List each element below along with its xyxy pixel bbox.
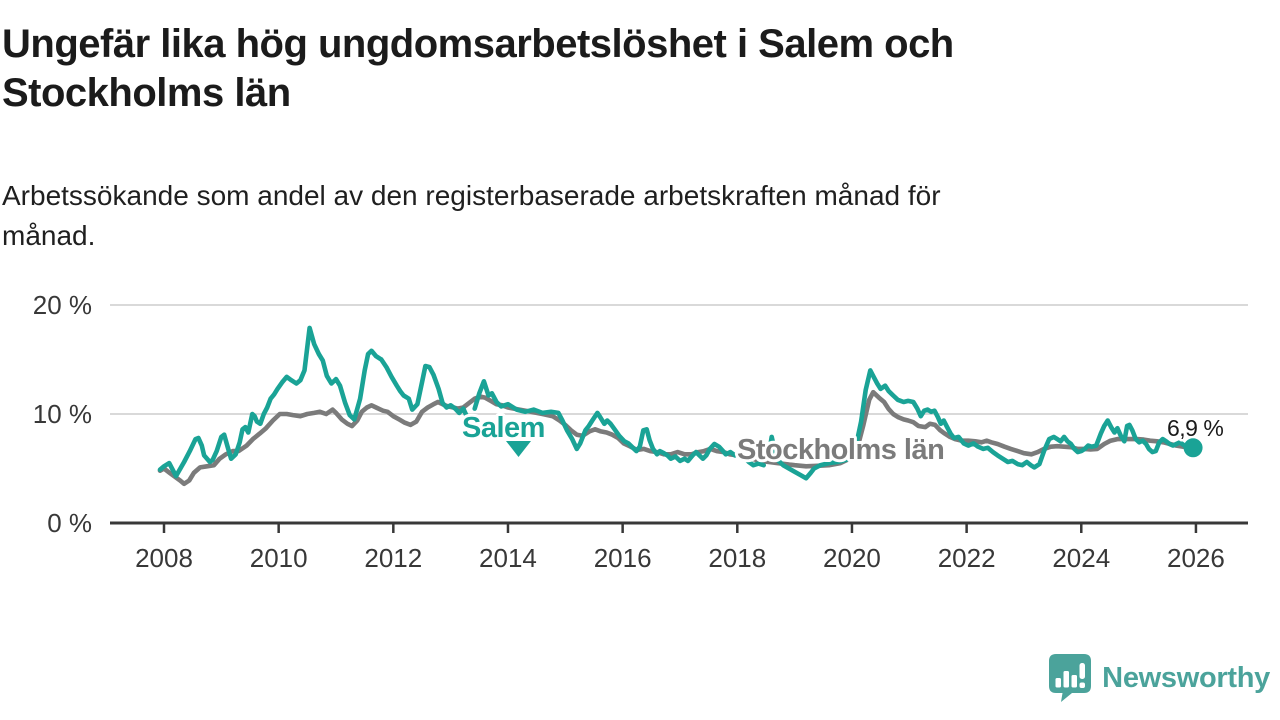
newsworthy-logo-icon (1049, 654, 1092, 702)
y-tick-label: 20 % (33, 290, 92, 320)
x-tick-label: 2020 (823, 543, 881, 573)
page-title: Ungefär lika hög ungdomsarbetslöshet i S… (2, 22, 954, 115)
series-line-stockholm (157, 389, 1194, 487)
newsworthy-branding: Newsworthy (1048, 653, 1270, 703)
x-tick-label: 2026 (1167, 543, 1225, 573)
x-tick-label: 2018 (708, 543, 766, 573)
x-tick-label: 2010 (250, 543, 308, 573)
latest-value-label: 6,9 % (1167, 415, 1223, 441)
series-line-salem (157, 325, 1196, 481)
y-tick-label: 10 % (33, 399, 92, 429)
chart-subtitle: Arbetssökande som andel av den registerb… (2, 180, 941, 251)
x-tick-label: 2024 (1052, 543, 1110, 573)
x-tick-label: 2022 (938, 543, 996, 573)
y-tick-label: 0 % (47, 508, 92, 538)
x-tick-label: 2014 (479, 543, 537, 573)
x-tick-label: 2016 (594, 543, 652, 573)
x-tick-label: 2008 (135, 543, 193, 573)
x-tick-label: 2012 (364, 543, 422, 573)
newsworthy-logo-text: Newsworthy (1102, 661, 1270, 694)
latest-value-dot (1183, 438, 1203, 458)
salem-series-label-arrow-icon (506, 441, 531, 457)
salem-series-label: Salem (462, 412, 545, 444)
unemployment-line-chart: 0 % 10 % 20 % 2008 2010 2012 2014 2016 2018 2020 2… (33, 290, 1248, 573)
stockholm-series-label: Stockholms län (737, 434, 944, 466)
